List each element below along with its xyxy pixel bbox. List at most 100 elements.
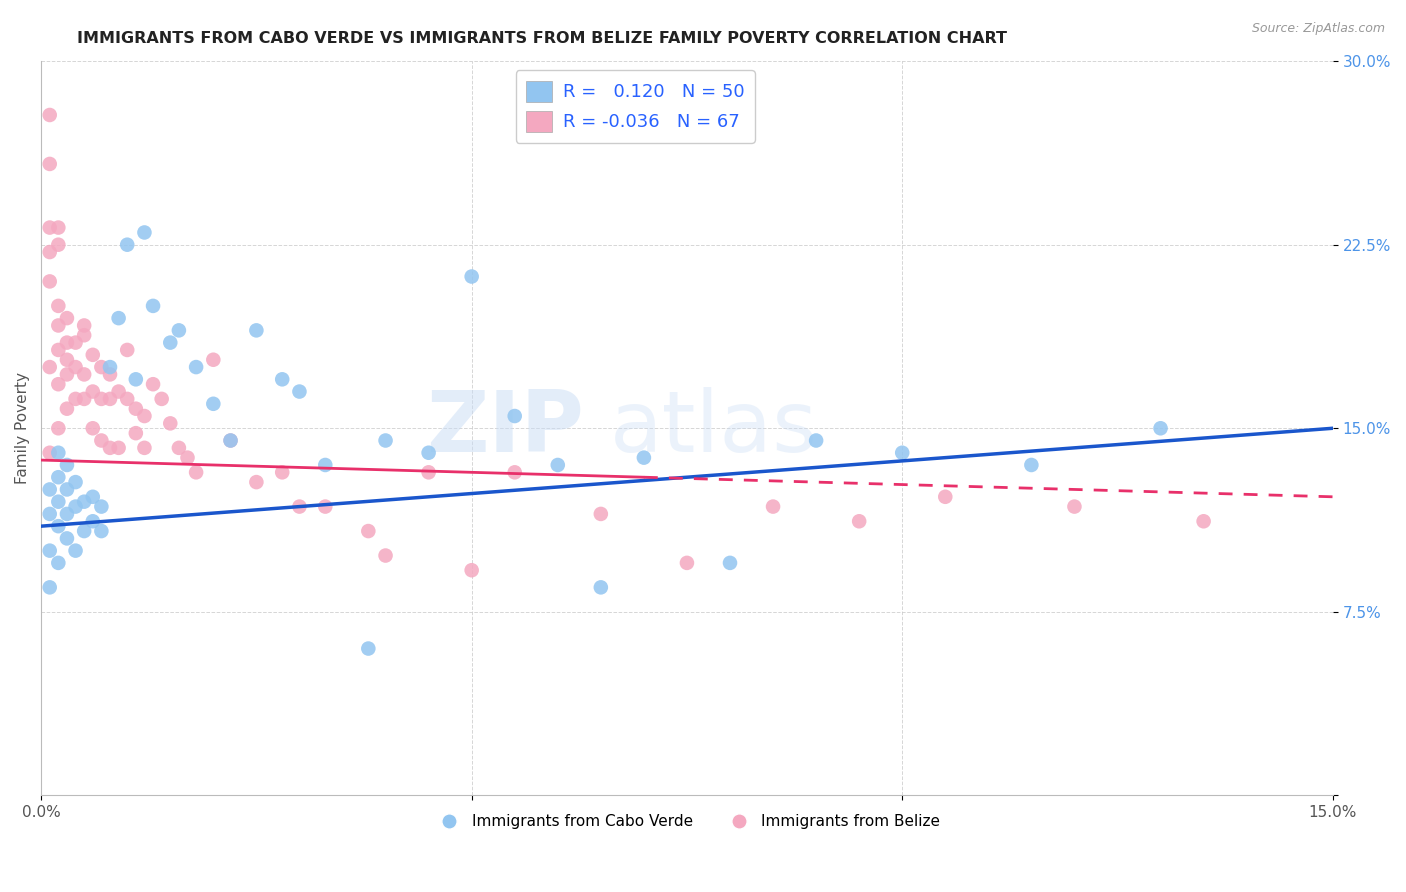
Point <box>245 323 267 337</box>
Point <box>46 519 69 533</box>
Point <box>219 434 242 448</box>
Point <box>288 500 311 514</box>
Point <box>56 368 79 382</box>
Point <box>134 226 156 240</box>
Point <box>159 417 181 431</box>
Point <box>73 318 96 333</box>
Point <box>82 421 104 435</box>
Text: IMMIGRANTS FROM CABO VERDE VS IMMIGRANTS FROM BELIZE FAMILY POVERTY CORRELATION : IMMIGRANTS FROM CABO VERDE VS IMMIGRANTS… <box>77 31 1007 46</box>
Point <box>65 543 87 558</box>
Point <box>82 348 104 362</box>
Point <box>38 483 60 497</box>
Point <box>848 514 870 528</box>
Point <box>98 392 121 406</box>
Point <box>65 335 87 350</box>
Point <box>46 494 69 508</box>
Point <box>107 384 129 399</box>
Point <box>150 392 173 406</box>
Point <box>38 543 60 558</box>
Point <box>115 392 138 406</box>
Y-axis label: Family Poverty: Family Poverty <box>15 372 30 484</box>
Point <box>418 446 440 460</box>
Point <box>98 368 121 382</box>
Point <box>142 377 165 392</box>
Point <box>547 458 569 472</box>
Legend: Immigrants from Cabo Verde, Immigrants from Belize: Immigrants from Cabo Verde, Immigrants f… <box>427 808 946 836</box>
Point <box>98 441 121 455</box>
Point <box>460 563 482 577</box>
Point <box>38 274 60 288</box>
Point <box>125 426 148 441</box>
Point <box>46 299 69 313</box>
Point <box>891 446 914 460</box>
Point <box>125 372 148 386</box>
Point <box>314 500 336 514</box>
Point <box>65 475 87 489</box>
Point <box>73 328 96 343</box>
Point <box>90 360 112 375</box>
Point <box>65 500 87 514</box>
Point <box>38 220 60 235</box>
Point <box>98 360 121 375</box>
Point <box>46 470 69 484</box>
Point <box>134 409 156 423</box>
Point <box>374 434 396 448</box>
Point <box>418 466 440 480</box>
Point <box>90 500 112 514</box>
Point <box>115 237 138 252</box>
Point <box>374 549 396 563</box>
Point <box>107 441 129 455</box>
Text: Source: ZipAtlas.com: Source: ZipAtlas.com <box>1251 22 1385 36</box>
Point <box>46 220 69 235</box>
Point <box>82 384 104 399</box>
Point <box>503 466 526 480</box>
Point <box>56 532 79 546</box>
Point <box>202 397 225 411</box>
Point <box>73 392 96 406</box>
Point <box>1192 514 1215 528</box>
Point <box>1063 500 1085 514</box>
Point <box>288 384 311 399</box>
Point <box>357 524 380 538</box>
Point <box>589 580 612 594</box>
Point <box>46 343 69 357</box>
Point <box>176 450 198 465</box>
Point <box>38 446 60 460</box>
Point <box>167 323 190 337</box>
Point <box>762 500 785 514</box>
Point <box>676 556 699 570</box>
Point <box>46 237 69 252</box>
Point <box>357 641 380 656</box>
Point <box>503 409 526 423</box>
Point <box>460 269 482 284</box>
Point <box>271 372 294 386</box>
Point <box>38 580 60 594</box>
Text: ZIP: ZIP <box>426 387 583 470</box>
Point <box>107 311 129 326</box>
Point <box>46 421 69 435</box>
Point <box>38 360 60 375</box>
Point <box>271 466 294 480</box>
Point <box>73 494 96 508</box>
Point <box>56 311 79 326</box>
Point <box>38 157 60 171</box>
Point <box>38 108 60 122</box>
Point <box>314 458 336 472</box>
Point <box>633 450 655 465</box>
Point <box>56 352 79 367</box>
Point <box>125 401 148 416</box>
Point <box>56 507 79 521</box>
Point <box>65 360 87 375</box>
Point <box>73 368 96 382</box>
Point <box>90 524 112 538</box>
Point <box>56 458 79 472</box>
Point <box>38 245 60 260</box>
Point <box>589 507 612 521</box>
Point <box>56 335 79 350</box>
Point <box>202 352 225 367</box>
Point <box>46 377 69 392</box>
Point <box>184 466 207 480</box>
Point <box>73 524 96 538</box>
Point <box>115 343 138 357</box>
Point <box>46 556 69 570</box>
